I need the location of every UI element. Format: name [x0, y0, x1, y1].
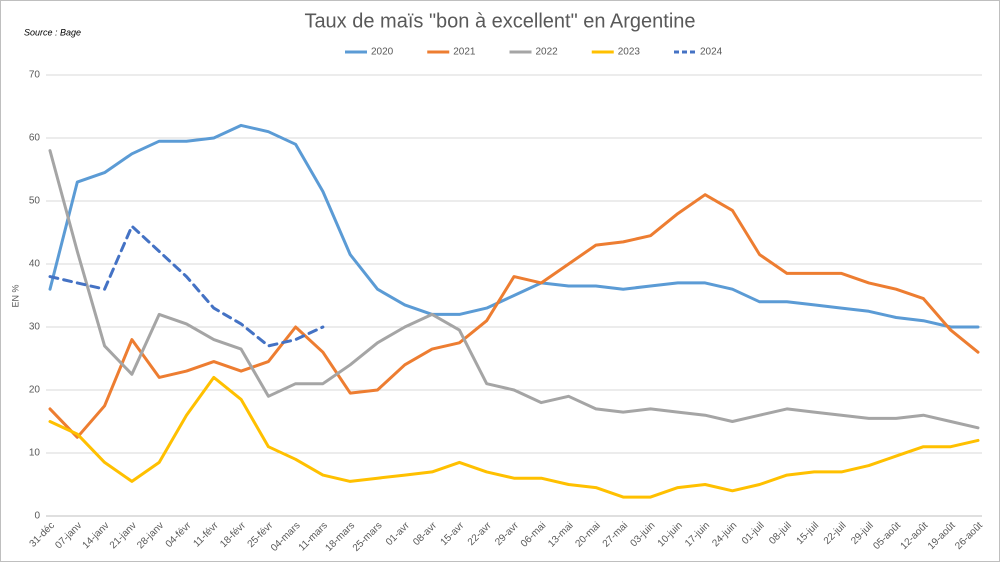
y-tick-label: 30 [29, 322, 41, 333]
legend-label: 2022 [536, 47, 559, 58]
legend-label: 2021 [453, 47, 476, 58]
y-tick-label: 20 [29, 385, 41, 396]
y-tick-label: 60 [29, 133, 41, 144]
y-axis-label: EN % [10, 284, 20, 307]
legend-label: 2024 [700, 47, 723, 58]
chart-title: Taux de maïs "bon à excellent" en Argent… [304, 10, 695, 32]
legend-label: 2020 [371, 47, 394, 58]
y-tick-label: 70 [29, 70, 41, 81]
legend: 2020 2021 2022 2023 2024 [345, 47, 723, 58]
source-note: Source : Bage [24, 27, 81, 37]
y-tick-label: 40 [29, 259, 41, 270]
series-line [48, 224, 325, 348]
series-line [48, 193, 980, 439]
series-line [48, 375, 980, 499]
y-tick-label: 0 [34, 511, 40, 522]
series-line [48, 149, 980, 430]
y-tick-label: 10 [29, 448, 41, 459]
y-tick-label: 50 [29, 196, 41, 207]
series-line [48, 123, 980, 329]
legend-label: 2023 [618, 47, 641, 58]
